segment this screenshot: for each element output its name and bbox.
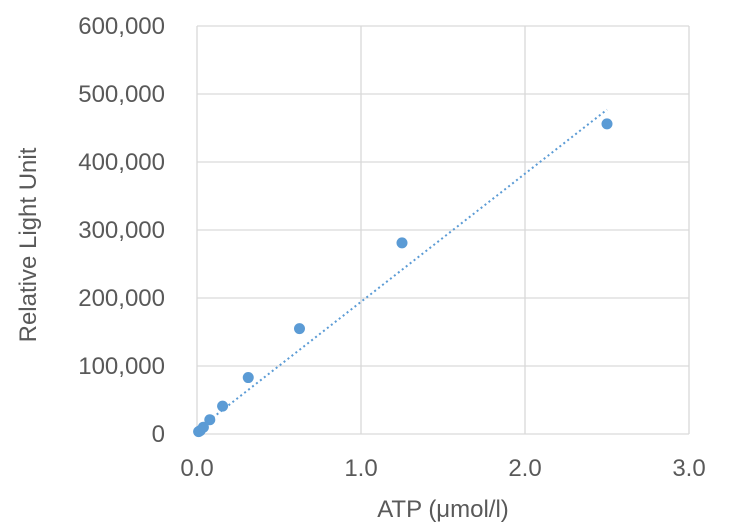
- y-tick-label: 400,000: [78, 149, 165, 176]
- data-point: [242, 372, 254, 384]
- y-tick-label: 100,000: [78, 353, 165, 380]
- data-points: [193, 118, 613, 438]
- tick-labels: 0 100,000 200,000 300,000 400,000 500,000 600,…: [78, 13, 705, 482]
- trendline-group: [196, 108, 608, 431]
- trendline: [196, 108, 608, 431]
- data-point: [217, 400, 229, 412]
- y-axis-title: Relative Light Unit: [15, 147, 42, 342]
- data-point: [197, 421, 209, 433]
- x-tick-label: 0.0: [180, 455, 213, 482]
- data-point: [396, 237, 408, 249]
- data-point: [601, 118, 613, 130]
- x-tick-label: 1.0: [344, 455, 377, 482]
- y-tick-label: 300,000: [78, 217, 165, 244]
- gridlines: [196, 25, 690, 435]
- x-tick-label: 2.0: [508, 455, 541, 482]
- data-point: [294, 323, 305, 335]
- y-tick-label: 500,000: [78, 81, 165, 108]
- y-tick-label: 600,000: [78, 13, 165, 40]
- x-tick-label: 3.0: [672, 455, 705, 482]
- y-tick-label: 200,000: [78, 285, 165, 312]
- x-axis-title: ATP (μmol/l): [377, 496, 509, 523]
- data-point: [204, 414, 216, 426]
- y-tick-label: 0: [152, 421, 165, 448]
